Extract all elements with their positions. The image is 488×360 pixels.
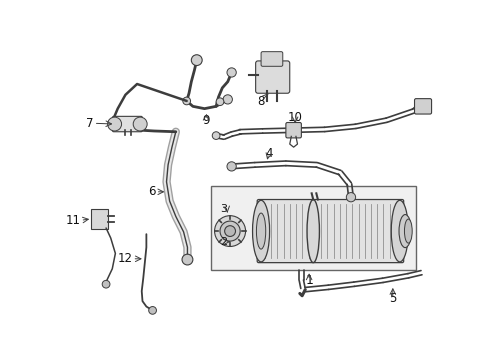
Circle shape [216, 98, 224, 105]
FancyBboxPatch shape [261, 52, 282, 66]
FancyBboxPatch shape [210, 186, 415, 270]
FancyBboxPatch shape [414, 99, 431, 114]
FancyBboxPatch shape [255, 61, 289, 93]
Text: 6: 6 [148, 185, 155, 198]
Ellipse shape [404, 219, 411, 243]
Text: 5: 5 [388, 292, 396, 305]
Ellipse shape [390, 200, 407, 262]
Circle shape [191, 55, 202, 66]
Text: 10: 10 [287, 111, 302, 123]
Text: 2: 2 [220, 237, 226, 247]
Circle shape [220, 221, 240, 241]
Text: 4: 4 [264, 147, 272, 160]
FancyBboxPatch shape [285, 122, 301, 138]
Circle shape [226, 162, 236, 171]
Ellipse shape [398, 215, 410, 248]
Circle shape [212, 132, 220, 139]
Circle shape [226, 68, 236, 77]
Text: 1: 1 [305, 274, 312, 287]
Circle shape [346, 193, 355, 202]
Text: 3: 3 [220, 204, 226, 214]
Circle shape [182, 254, 192, 265]
FancyBboxPatch shape [112, 116, 142, 132]
Ellipse shape [252, 200, 269, 262]
Circle shape [102, 280, 110, 288]
Circle shape [223, 95, 232, 104]
Ellipse shape [256, 213, 265, 249]
Text: 8: 8 [257, 95, 264, 108]
Text: 7: 7 [86, 117, 94, 130]
Circle shape [224, 226, 235, 237]
Circle shape [148, 306, 156, 314]
FancyBboxPatch shape [91, 209, 108, 229]
Circle shape [214, 216, 245, 247]
Text: 11: 11 [65, 214, 81, 227]
Circle shape [183, 97, 190, 105]
Text: 12: 12 [117, 252, 132, 265]
Circle shape [107, 117, 122, 131]
Ellipse shape [306, 199, 319, 263]
Text: 9: 9 [202, 114, 209, 127]
FancyBboxPatch shape [257, 199, 403, 263]
Circle shape [133, 117, 147, 131]
